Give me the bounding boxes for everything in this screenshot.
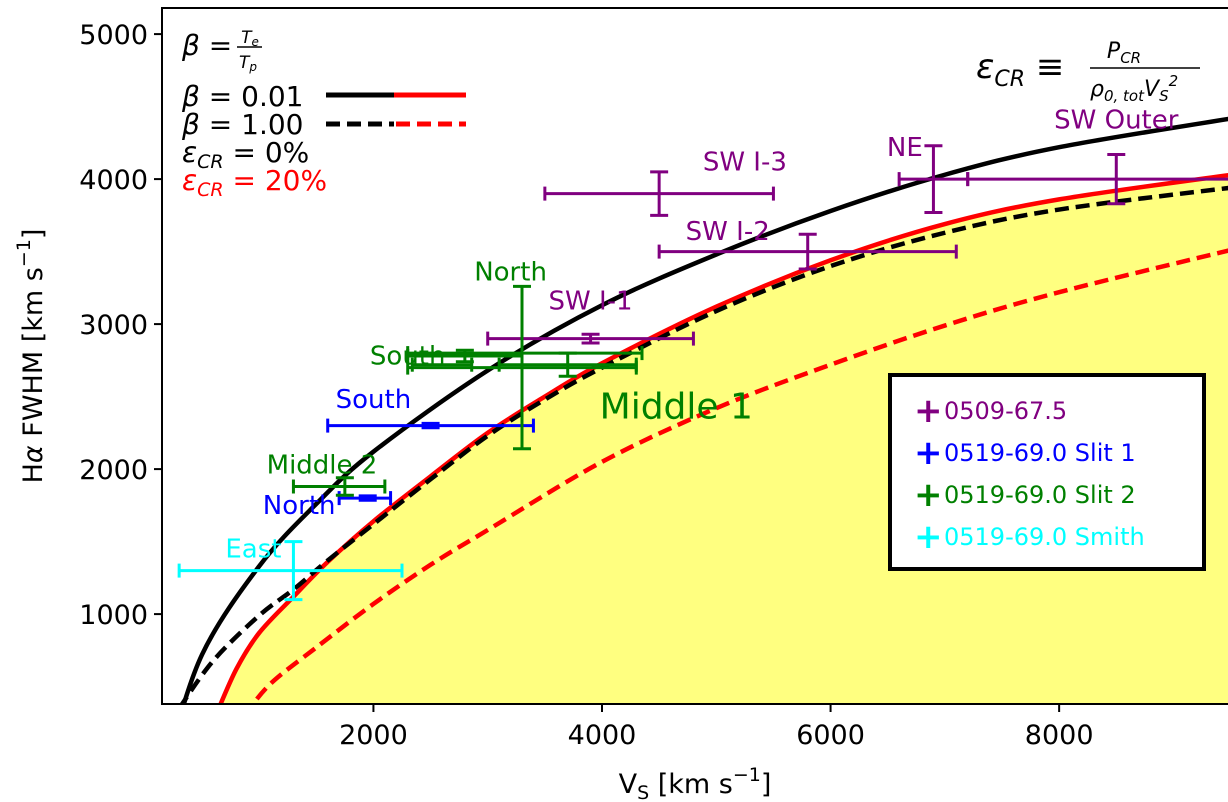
- legend-label: 0509-67.5: [944, 397, 1068, 425]
- y-tick-label: 2000: [79, 455, 148, 486]
- legend-label: 0519-69.0 Smith: [944, 523, 1145, 551]
- plus-icon: +: [914, 433, 943, 473]
- legend-ecr-20: εCR = 20%: [182, 164, 327, 201]
- curve-2: [179, 185, 1228, 704]
- data-points: [177, 144, 1228, 602]
- legend-item-smith: + 0519-69.0 Smith: [914, 517, 1145, 557]
- data-point: [966, 152, 1228, 206]
- data-point: [326, 418, 535, 433]
- x-tick-label: 2000: [339, 720, 408, 751]
- legend-item-slit1: + 0519-69.0 Slit 1: [914, 433, 1136, 473]
- point-label: South: [370, 342, 446, 372]
- data-point: [406, 284, 638, 451]
- y-tick-label: 5000: [79, 20, 148, 51]
- svg-text:εCR ≡: εCR ≡: [976, 47, 1064, 92]
- plus-icon: +: [914, 475, 943, 515]
- legend-beta-001: β = 0.01: [181, 80, 303, 113]
- point-label: SW I-1: [549, 287, 633, 317]
- yellow-fill: [220, 175, 1228, 704]
- x-tick-label: 6000: [796, 720, 865, 751]
- legend-beta-100: β = 1.00: [181, 108, 303, 141]
- y-axis-label: Hα FWHM [km s−1]: [13, 229, 49, 484]
- x-tick-label: 4000: [568, 720, 637, 751]
- data-point: [291, 476, 387, 497]
- point-label: SW I-3: [703, 147, 787, 177]
- x-tick-label: 8000: [1025, 720, 1094, 751]
- point-label: SW I-2: [686, 217, 770, 247]
- point-label: NE: [887, 133, 923, 163]
- svg-text:Tp: Tp: [239, 53, 257, 74]
- svg-text:ρ0, totVS2: ρ0, totVS2: [1090, 72, 1178, 105]
- point-label: SW Outer: [1054, 105, 1179, 135]
- point-label: Middle 1: [600, 386, 753, 427]
- data-point: [410, 357, 474, 372]
- ecr-formula: εCR ≡ PCR ρ0, totVS2: [976, 39, 1200, 105]
- point-label: South: [336, 385, 412, 415]
- axis-ticks: 2000 4000 6000 8000 1000 2000 3000 4000 5000: [79, 20, 1093, 751]
- x-axis-label: VS [km s−1]: [619, 764, 772, 802]
- y-tick-label: 1000: [79, 600, 148, 631]
- plus-icon: +: [914, 517, 943, 557]
- curve-3: [250, 248, 1228, 704]
- plus-icon: +: [914, 391, 943, 431]
- data-point: [406, 346, 644, 361]
- point-label: North: [263, 491, 336, 521]
- legend-item-0509: + 0509-67.5: [914, 391, 1067, 431]
- legend-label: 0519-69.0 Slit 1: [944, 439, 1136, 467]
- legend-label: 0519-69.0 Slit 2: [944, 481, 1136, 509]
- data-point: [543, 170, 775, 217]
- point-label: North: [474, 258, 547, 288]
- data-point: [177, 540, 404, 602]
- legend-item-slit2: + 0519-69.0 Slit 2: [914, 475, 1136, 515]
- shaded-region: [220, 175, 1228, 704]
- legend-ecr-0: εCR = 0%: [182, 136, 309, 173]
- line-style-legend: β = Te Tp β = 0.01 β = 1.00 εCR = 0% εCR…: [181, 28, 466, 201]
- point-label: Middle 2: [267, 450, 378, 480]
- series-legend: + 0509-67.5 + 0519-69.0 Slit 1 + 0519-69…: [888, 373, 1206, 571]
- data-point: [657, 232, 958, 271]
- plot-frame: [161, 7, 1228, 705]
- data-point: [337, 491, 393, 506]
- point-label: East: [225, 535, 281, 565]
- svg-text:PCR: PCR: [1107, 39, 1141, 67]
- y-tick-label: 3000: [79, 310, 148, 341]
- y-tick-label: 4000: [79, 165, 148, 196]
- point-labels: SW I-1 SW I-2 SW I-3 NE SW Outer South North So…: [225, 105, 1178, 564]
- curve-1: [218, 172, 1228, 704]
